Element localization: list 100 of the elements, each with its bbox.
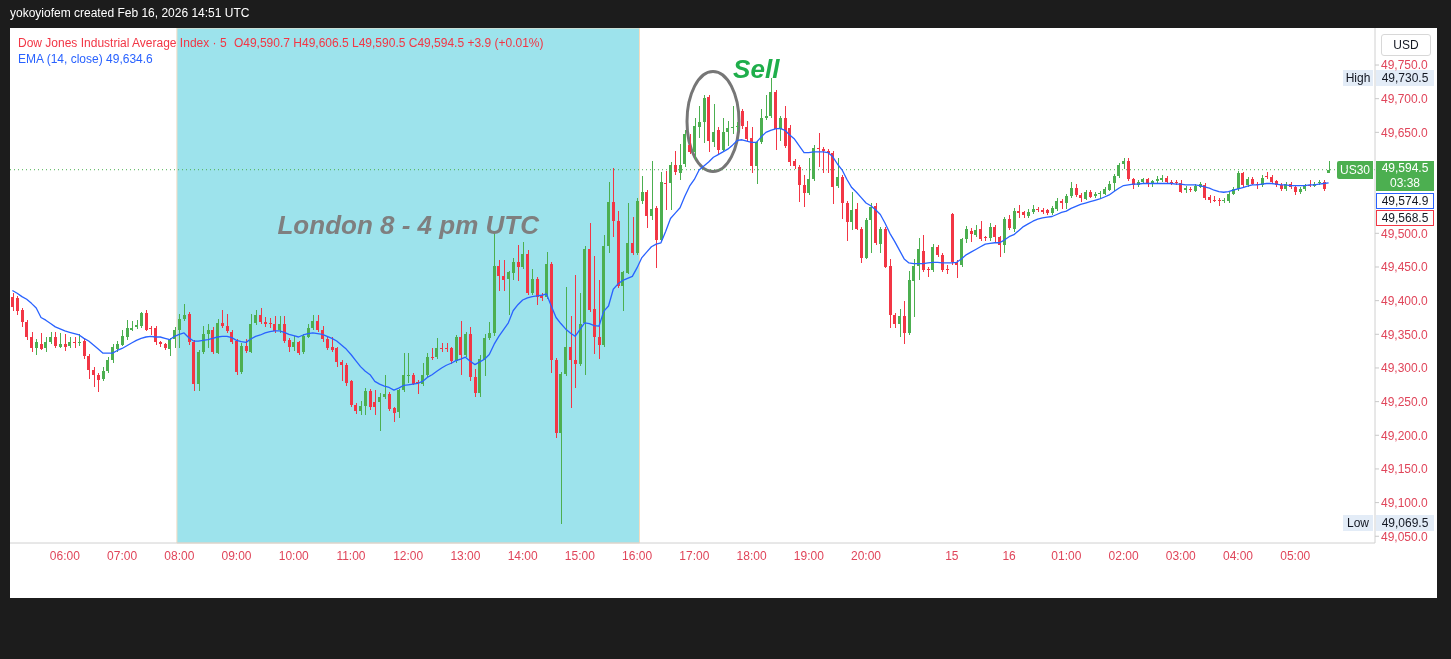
y-tick-label: 49,750.0: [1381, 58, 1429, 73]
candlestick: [407, 352, 410, 384]
candlestick: [145, 309, 148, 332]
y-tick-label: 49,700.0: [1381, 91, 1429, 106]
text: yokoyiofem created Feb 16, 2026 14:51 UTC: [10, 6, 250, 20]
x-tick-label: 13:00: [450, 548, 481, 563]
x-tick-label: 02:00: [1108, 548, 1139, 563]
text: EMA (14, close): [18, 52, 103, 66]
candlestick: [431, 347, 434, 361]
candlestick: [741, 108, 744, 130]
candlestick: [903, 300, 906, 345]
candlestick: [383, 374, 386, 400]
annotation: 49,634.6: [106, 52, 153, 66]
x-tick-label: 06:00: [49, 548, 81, 563]
x-tick-label: 15:00: [564, 548, 596, 563]
candlestick: [83, 338, 86, 360]
y-tick-label: 49,050.0: [1381, 529, 1429, 544]
candlestick: [178, 313, 181, 349]
candlestick: [798, 164, 801, 203]
y-tick-label: 49,500.0: [1381, 226, 1429, 241]
candlestick: [917, 237, 920, 281]
x-tick-label: 14:00: [507, 548, 538, 563]
candlestick: [574, 274, 577, 389]
candlestick: [712, 103, 715, 148]
x-tick-label: 08:00: [164, 548, 195, 563]
band-label: London 8 - 4 pm UTC: [277, 210, 541, 241]
x-tick-label: 01:00: [1051, 548, 1082, 563]
x-tick-label: 18:00: [736, 548, 767, 563]
candlestick: [364, 387, 367, 416]
text: O49,590.7 H49,606.5 L49,590.5 C49,594.5 +3.9 (+0.01%): [233, 36, 544, 50]
y-tick-label: 49,400.0: [1381, 293, 1429, 308]
candlestick: [335, 346, 338, 368]
candlestick: [765, 94, 768, 121]
candlestick: [760, 108, 763, 145]
y-tick-label: 49,300.0: [1381, 361, 1429, 376]
candlestick: [1013, 207, 1016, 233]
x-tick-label: 19:00: [793, 548, 825, 563]
candlestick: [226, 313, 229, 334]
y-tick-label: 49,450.0: [1381, 260, 1429, 275]
candlestick: [507, 270, 510, 316]
candlestick: [25, 319, 28, 341]
ref-line-label: US30: [1337, 160, 1373, 179]
candlestick: [97, 372, 100, 393]
candlestick: [455, 334, 458, 364]
candlestick: [898, 308, 901, 338]
candlestick: [512, 257, 515, 281]
candlestick: [927, 266, 930, 278]
candlestick: [664, 170, 667, 211]
candlestick: [817, 132, 820, 168]
candlestick: [598, 279, 601, 360]
candlestick: [822, 146, 825, 174]
candlestick: [350, 379, 353, 408]
candlestick: [621, 270, 624, 312]
text: 49,594.5: [1380, 160, 1430, 176]
candlestick: [497, 259, 500, 292]
candlestick: [1127, 157, 1130, 182]
candlestick: [979, 220, 982, 242]
candlestick: [803, 174, 806, 208]
candlestick: [397, 388, 400, 419]
y-tick-label: 49,250.0: [1381, 394, 1429, 409]
candlestick: [531, 268, 534, 296]
candlestick: [345, 362, 348, 387]
candlestick: [846, 200, 849, 242]
x-tick-label: 12:00: [393, 548, 424, 563]
candlestick: [73, 336, 76, 349]
text: 49,574.9: [1376, 192, 1434, 209]
candlestick: [850, 191, 853, 231]
y-tick-label: 49,200.0: [1381, 428, 1429, 443]
candlestick: [612, 167, 615, 238]
x-tick-label: 07:00: [107, 548, 138, 563]
candlestick: [502, 259, 505, 292]
x-tick-label: 05:00: [1280, 548, 1311, 563]
candlestick: [517, 244, 520, 282]
candlestick: [641, 175, 644, 205]
candlestick: [426, 352, 429, 378]
candlestick: [464, 331, 467, 358]
text: 49,568.5: [1376, 209, 1434, 226]
candlestick: [569, 315, 572, 409]
candlestick: [931, 243, 934, 273]
candlestick: [674, 150, 677, 176]
x-tick-label: 20:00: [851, 548, 882, 563]
candlestick: [855, 202, 858, 231]
candlestick: [645, 189, 648, 229]
candlestick: [879, 226, 882, 254]
y-tick-label: 49,350.0: [1381, 327, 1429, 342]
candlestick: [722, 117, 725, 152]
candlestick: [631, 216, 634, 256]
candlestick: [16, 295, 19, 316]
candlestick: [378, 392, 381, 432]
candlestick: [373, 389, 376, 416]
candlestick: [87, 353, 90, 380]
text: 03:38: [1389, 175, 1421, 191]
candlestick: [202, 325, 205, 355]
annotation: Sell: [733, 54, 780, 85]
x-tick-label: 11:00: [336, 548, 366, 563]
x-tick-label: 15: [945, 548, 959, 563]
candlestick: [126, 319, 129, 341]
candlestick: [745, 120, 748, 142]
x-tick-label: 04:00: [1222, 548, 1254, 563]
candlestick: [869, 202, 872, 254]
